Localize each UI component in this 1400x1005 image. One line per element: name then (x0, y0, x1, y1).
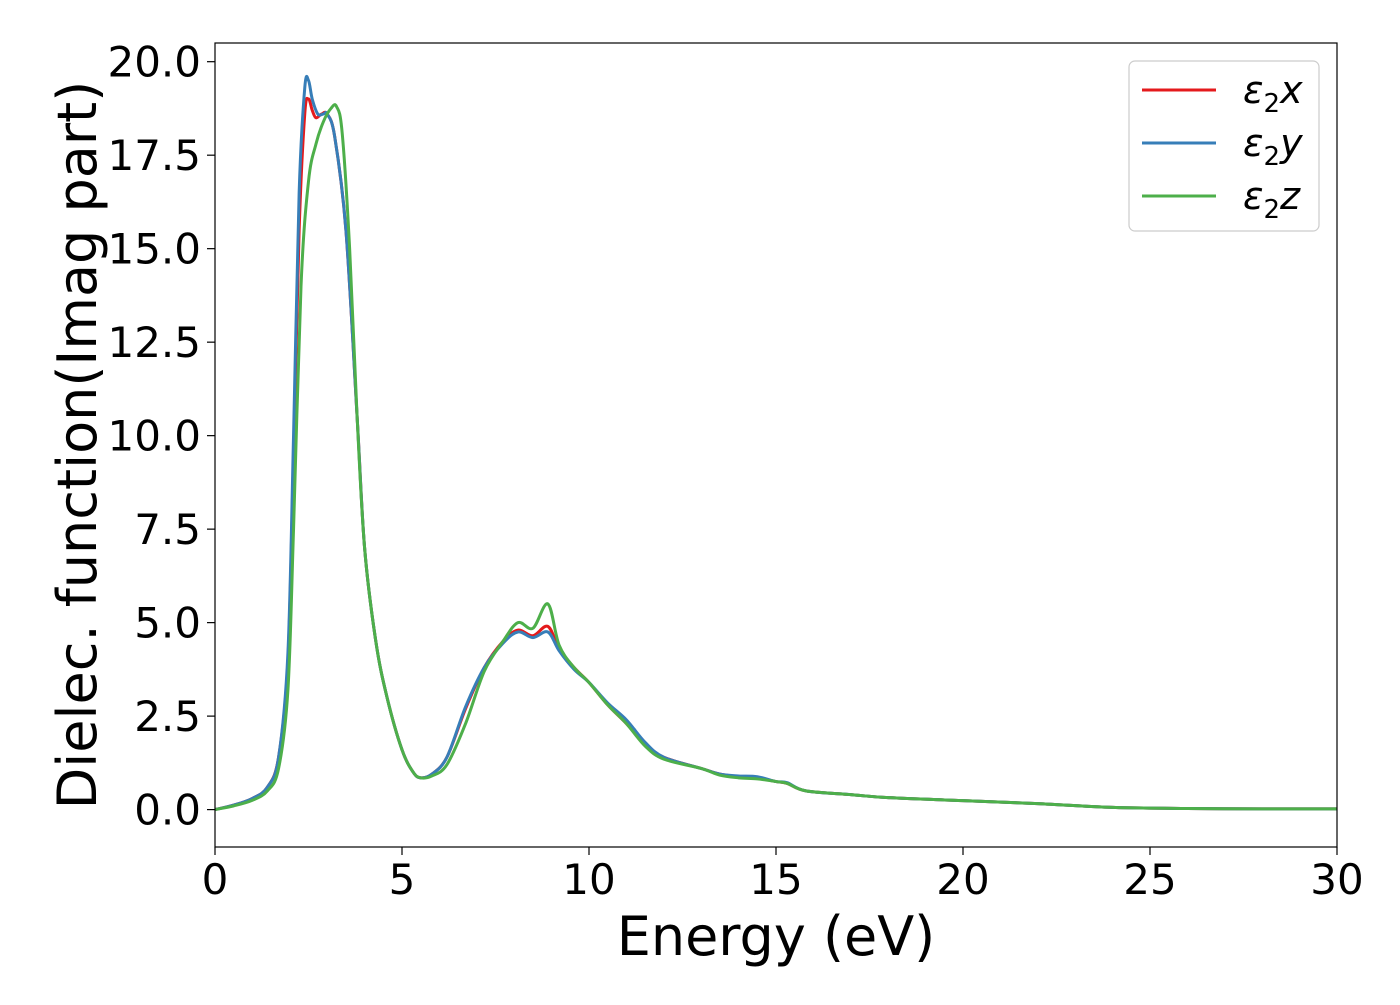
legend-label: ε2y (1243, 121, 1303, 172)
legend-label: ε2z (1243, 174, 1301, 225)
y-tick-label: 0.0 (134, 786, 201, 835)
series-layer (215, 74, 1337, 812)
x-axis: 0 5 10 15 20 25 30 (202, 847, 1364, 904)
legend-label-base: ε (1243, 174, 1264, 218)
x-tick-label: 5 (389, 855, 416, 904)
legend-label-base: ε (1243, 121, 1264, 165)
x-tick-label: 10 (562, 855, 615, 904)
y-tick-label: 17.5 (107, 131, 201, 180)
y-tick-label: 10.0 (107, 412, 201, 461)
legend-item-y: ε2y (1142, 121, 1303, 172)
legend-label-axis: z (1279, 174, 1301, 218)
y-axis-label: Dielec. function(Imag part) (46, 81, 109, 810)
legend-item-x: ε2x (1142, 68, 1303, 119)
y-tick-label: 20.0 (107, 38, 201, 87)
y-tick-label: 12.5 (107, 318, 201, 367)
x-tick-label: 25 (1123, 855, 1176, 904)
x-axis-label: Energy (eV) (617, 905, 936, 968)
x-tick-label: 30 (1310, 855, 1363, 904)
series-line-z (215, 103, 1337, 812)
legend-label-axis: x (1279, 68, 1303, 112)
legend-label-axis: y (1279, 121, 1303, 165)
x-tick-label: 15 (749, 855, 802, 904)
legend-box (1128, 60, 1320, 232)
legend-label-sub: 2 (1264, 89, 1281, 119)
legend-label-sub: 2 (1264, 195, 1281, 225)
y-tick-label: 2.5 (134, 692, 201, 741)
y-tick-label: 15.0 (107, 225, 201, 274)
legend-item-z: ε2z (1142, 174, 1301, 225)
y-axis: 0.0 2.5 5.0 7.5 10.0 12.5 15.0 17.5 20.0 (107, 38, 215, 835)
legend-label-base: ε (1243, 68, 1264, 112)
legend-label: ε2x (1243, 68, 1303, 119)
legend-label-sub: 2 (1264, 142, 1281, 172)
y-tick-label: 7.5 (134, 505, 201, 554)
x-tick-label: 0 (202, 855, 229, 904)
y-tick-label: 5.0 (134, 599, 201, 648)
x-tick-label: 20 (936, 855, 989, 904)
